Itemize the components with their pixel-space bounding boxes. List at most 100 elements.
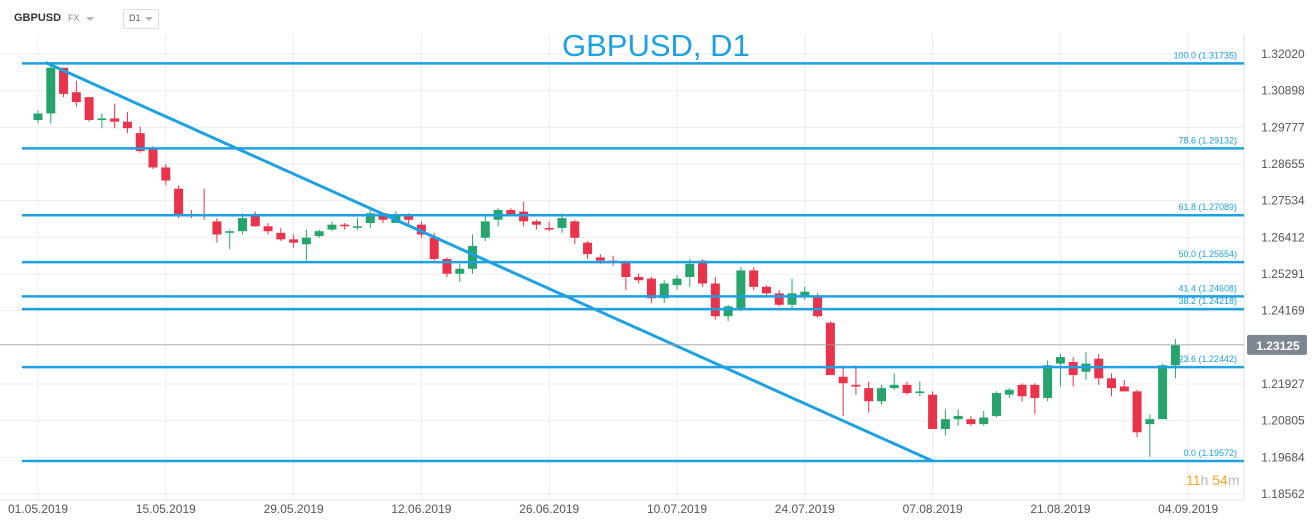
- candle-body: [531, 221, 541, 225]
- candle-body: [174, 188, 184, 215]
- candle-body: [97, 118, 107, 121]
- countdown-minutes-unit: m: [1227, 472, 1240, 488]
- price-tick-label: 1.26412: [1261, 230, 1305, 244]
- fib-level-label: 50.0 (1.25654): [1178, 249, 1237, 259]
- candle-body: [429, 237, 439, 259]
- time-tick-label: 15.05.2019: [136, 502, 196, 516]
- countdown-hours: 11: [1186, 472, 1201, 488]
- candle-body: [455, 268, 465, 274]
- price-tick-label: 1.27534: [1261, 194, 1305, 208]
- candle-body: [404, 214, 414, 220]
- candle-body: [1043, 365, 1053, 398]
- candle-body: [851, 384, 861, 387]
- candle-body: [749, 270, 759, 287]
- time-tick-label: 29.05.2019: [264, 502, 324, 516]
- candle-body: [110, 118, 120, 122]
- time-tick-label: 12.06.2019: [391, 502, 451, 516]
- candle-body: [621, 262, 631, 277]
- candle-body: [1094, 358, 1104, 379]
- candle-body: [1107, 378, 1117, 389]
- price-tick-label: 1.30898: [1261, 84, 1305, 98]
- candle-body: [557, 218, 567, 228]
- fib-level-label: 100.0 (1.31735): [1173, 50, 1237, 60]
- candle-body: [480, 221, 490, 238]
- candle-countdown: 11h 54m: [1186, 472, 1239, 488]
- candle-body: [1055, 357, 1065, 364]
- chart-title: GBPUSD, D1: [562, 28, 750, 63]
- candle-body: [276, 232, 286, 240]
- candle-body: [761, 286, 771, 294]
- candle-body: [71, 92, 81, 103]
- current-price-tag: [1247, 334, 1307, 355]
- candle-body: [570, 221, 580, 238]
- candle-body: [672, 278, 682, 286]
- candle-body: [161, 167, 171, 181]
- candle-body: [544, 227, 554, 230]
- candle-body: [468, 245, 478, 269]
- candle-body: [33, 113, 43, 121]
- countdown-minutes: 54: [1212, 472, 1228, 488]
- market-dropdown[interactable]: FX: [68, 13, 80, 23]
- time-tick-label: 10.07.2019: [647, 502, 707, 516]
- candle-body: [506, 209, 516, 215]
- candle-body: [915, 391, 925, 394]
- candle-body: [314, 231, 324, 237]
- candle-body: [378, 213, 388, 220]
- time-tick-label: 26.06.2019: [519, 502, 579, 516]
- candle-body: [876, 388, 886, 402]
- candle-body: [838, 376, 848, 384]
- candle-body: [698, 260, 708, 284]
- candle-body: [889, 384, 899, 389]
- candle-body: [59, 67, 69, 94]
- candle-body: [263, 226, 273, 232]
- price-tick-label: 1.19684: [1261, 450, 1305, 464]
- chevron-down-icon[interactable]: [86, 17, 94, 21]
- candle-body: [519, 211, 529, 222]
- candle-body: [634, 276, 644, 281]
- candle-body: [1030, 384, 1040, 398]
- candle-body: [736, 270, 746, 310]
- fib-level-label: 23.6 (1.22442): [1178, 354, 1237, 364]
- chevron-down-icon: [145, 17, 153, 21]
- candle-body: [774, 293, 784, 305]
- candle-body: [1158, 365, 1168, 420]
- candle-body: [301, 237, 311, 245]
- time-tick-label: 07.08.2019: [903, 502, 963, 516]
- timeframe-label: D1: [129, 13, 141, 23]
- candle-body: [365, 213, 375, 224]
- candle-body: [442, 258, 452, 274]
- candle-body: [685, 263, 695, 277]
- candle-body: [122, 121, 132, 129]
- candle-body: [595, 257, 605, 261]
- candle-body: [825, 322, 835, 376]
- candle-body: [148, 149, 158, 168]
- fib-level-label: 61.8 (1.27089): [1178, 202, 1237, 212]
- candle-body: [250, 216, 260, 227]
- timeframe-dropdown[interactable]: D1: [123, 9, 159, 29]
- candle-body: [1017, 384, 1027, 397]
- candle-body: [813, 296, 823, 317]
- symbol-selector[interactable]: GBPUSD: [14, 12, 62, 24]
- candle-body: [583, 242, 593, 255]
- time-tick-label: 21.08.2019: [1030, 502, 1090, 516]
- current-price-label: 1.23125: [1256, 339, 1300, 353]
- candle-body: [723, 306, 733, 317]
- trendline: [44, 61, 934, 463]
- candle-body: [225, 231, 235, 233]
- price-tick-label: 1.24169: [1261, 304, 1305, 318]
- candle-body: [992, 393, 1001, 416]
- candle-body: [979, 417, 989, 425]
- time-tick-label: 24.07.2019: [775, 502, 835, 516]
- fib-level-label: 78.6 (1.29132): [1178, 135, 1237, 145]
- fib-level-label: 0.0 (1.19572): [1183, 448, 1237, 458]
- candle-body: [1068, 361, 1078, 376]
- candle-body: [787, 293, 797, 305]
- price-tick-label: 1.20805: [1261, 414, 1305, 428]
- candle-body: [1132, 391, 1142, 433]
- candle-body: [902, 384, 912, 394]
- candle-body: [237, 218, 247, 232]
- countdown-hours-unit: h: [1200, 472, 1209, 488]
- price-tick-label: 1.32020: [1261, 47, 1305, 61]
- time-tick-label: 01.05.2019: [8, 502, 68, 516]
